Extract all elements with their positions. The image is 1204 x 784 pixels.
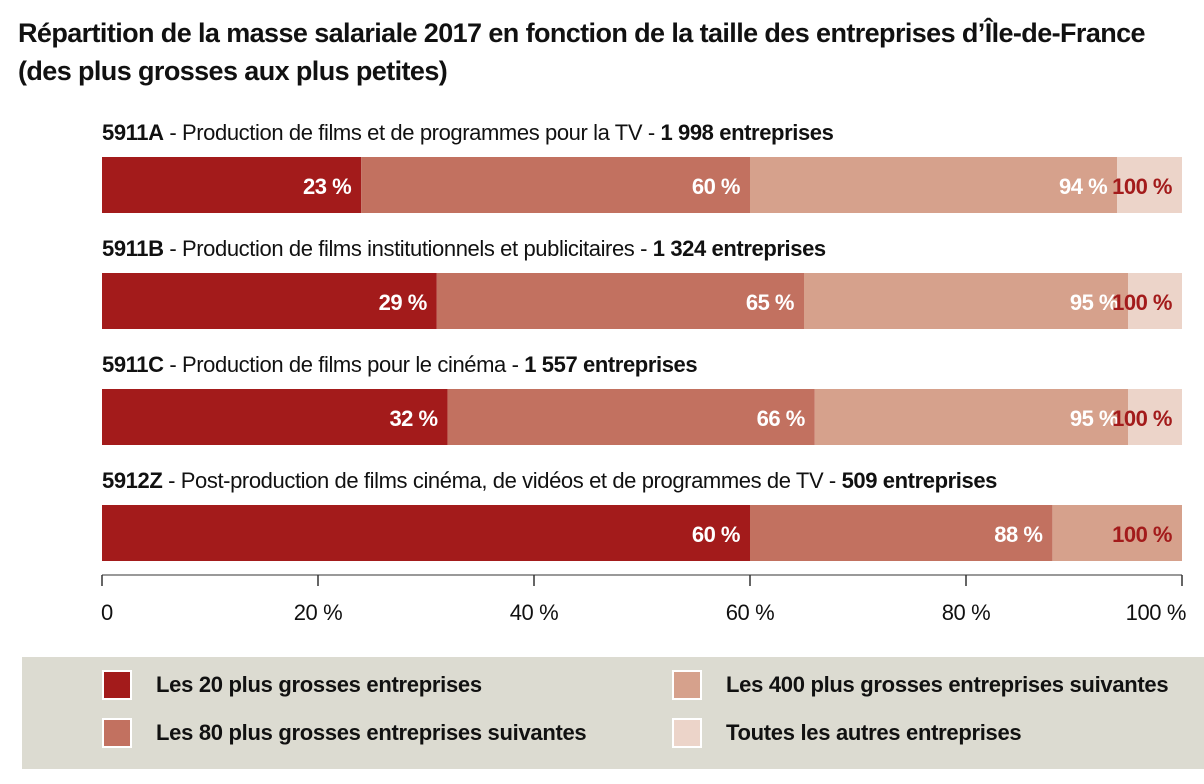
data-label: 95 %: [1070, 406, 1118, 431]
bar-segment: [814, 389, 1128, 445]
bar-segment: [1128, 389, 1182, 445]
x-tick-label: 40 %: [510, 600, 559, 625]
data-label: 95 %: [1070, 290, 1118, 315]
chart-title-line-1: Répartition de la masse salariale 2017 e…: [18, 18, 1146, 48]
category-count: 1 324 entreprises: [653, 236, 826, 261]
legend-item-top20: Les 20 plus grosses entreprises: [102, 670, 482, 700]
category-code: 5912Z: [102, 468, 162, 493]
category-count: 1 998 entreprises: [660, 120, 833, 145]
bar-segment: [102, 389, 448, 445]
chart-title: Répartition de la masse salariale 2017 e…: [18, 14, 1198, 90]
x-tick-label: 0: [101, 600, 113, 625]
bar-segment: [436, 273, 804, 329]
chart-title-line-2: (des plus grosses aux plus petites): [18, 56, 448, 86]
bar-segment: [1117, 157, 1182, 213]
legend-item-others: Toutes les autres entreprises: [672, 718, 1022, 748]
bar-segment: [804, 273, 1128, 329]
data-label: 66 %: [757, 406, 805, 431]
bar-segment: [1128, 273, 1182, 329]
legend-swatch-next400: [672, 670, 702, 700]
category-code: 5911A: [102, 120, 164, 145]
x-tick-label: 60 %: [726, 600, 775, 625]
category-description: - Post-production de films cinéma, de vi…: [162, 468, 841, 493]
x-tick-label: 20 %: [294, 600, 343, 625]
legend-label: Les 20 plus grosses entreprises: [156, 672, 482, 697]
data-label: 60 %: [692, 522, 740, 547]
category-label: 5911A - Production de films et de progra…: [102, 120, 834, 145]
bar-segment: [447, 389, 815, 445]
x-tick-label: 100 %: [1126, 600, 1186, 625]
x-tick-label: 80 %: [942, 600, 991, 625]
legend-item-next80: Les 80 plus grosses entreprises suivante…: [102, 718, 587, 748]
category-label: 5912Z - Post-production de films cinéma,…: [102, 468, 997, 493]
data-label: 100 %: [1112, 406, 1172, 431]
stacked-bar-chart: 5911A - Production de films et de progra…: [101, 120, 1186, 625]
data-label: 88 %: [994, 522, 1042, 547]
legend-swatch-others: [672, 718, 702, 748]
category-description: - Production de films institutionnels et…: [164, 236, 653, 261]
legend-item-next400: Les 400 plus grosses entreprises suivant…: [672, 670, 1169, 700]
legend-label: Toutes les autres entreprises: [726, 720, 1022, 745]
bar-segment: [361, 157, 750, 213]
bar-segment: [1052, 505, 1182, 561]
category-code: 5911C: [102, 352, 164, 377]
category-count: 1 557 entreprises: [524, 352, 697, 377]
legend-label: Les 80 plus grosses entreprises suivante…: [156, 720, 587, 745]
data-label: 32 %: [389, 406, 437, 431]
legend-swatch-top20: [102, 670, 132, 700]
bar-segment: [102, 157, 362, 213]
data-label: 100 %: [1112, 174, 1172, 199]
data-label: 100 %: [1112, 290, 1172, 315]
category-description: - Production de films pour le cinéma -: [164, 352, 525, 377]
bar-segment: [750, 157, 1118, 213]
data-label: 60 %: [692, 174, 740, 199]
bar-segment: [102, 505, 750, 561]
category-description: - Production de films et de programmes p…: [164, 120, 661, 145]
data-label: 23 %: [303, 174, 351, 199]
category-label: 5911B - Production de films institutionn…: [102, 236, 826, 261]
data-label: 94 %: [1059, 174, 1107, 199]
data-label: 100 %: [1112, 522, 1172, 547]
legend: Les 20 plus grosses entreprises Les 80 p…: [22, 657, 1204, 769]
bar-segment: [750, 505, 1053, 561]
category-code: 5911B: [102, 236, 164, 261]
category-label: 5911C - Production de films pour le ciné…: [102, 352, 697, 377]
bar-segment: [102, 273, 437, 329]
data-label: 29 %: [379, 290, 427, 315]
category-count: 509 entreprises: [842, 468, 998, 493]
data-label: 65 %: [746, 290, 794, 315]
legend-swatch-next80: [102, 718, 132, 748]
legend-label: Les 400 plus grosses entreprises suivant…: [726, 672, 1169, 697]
